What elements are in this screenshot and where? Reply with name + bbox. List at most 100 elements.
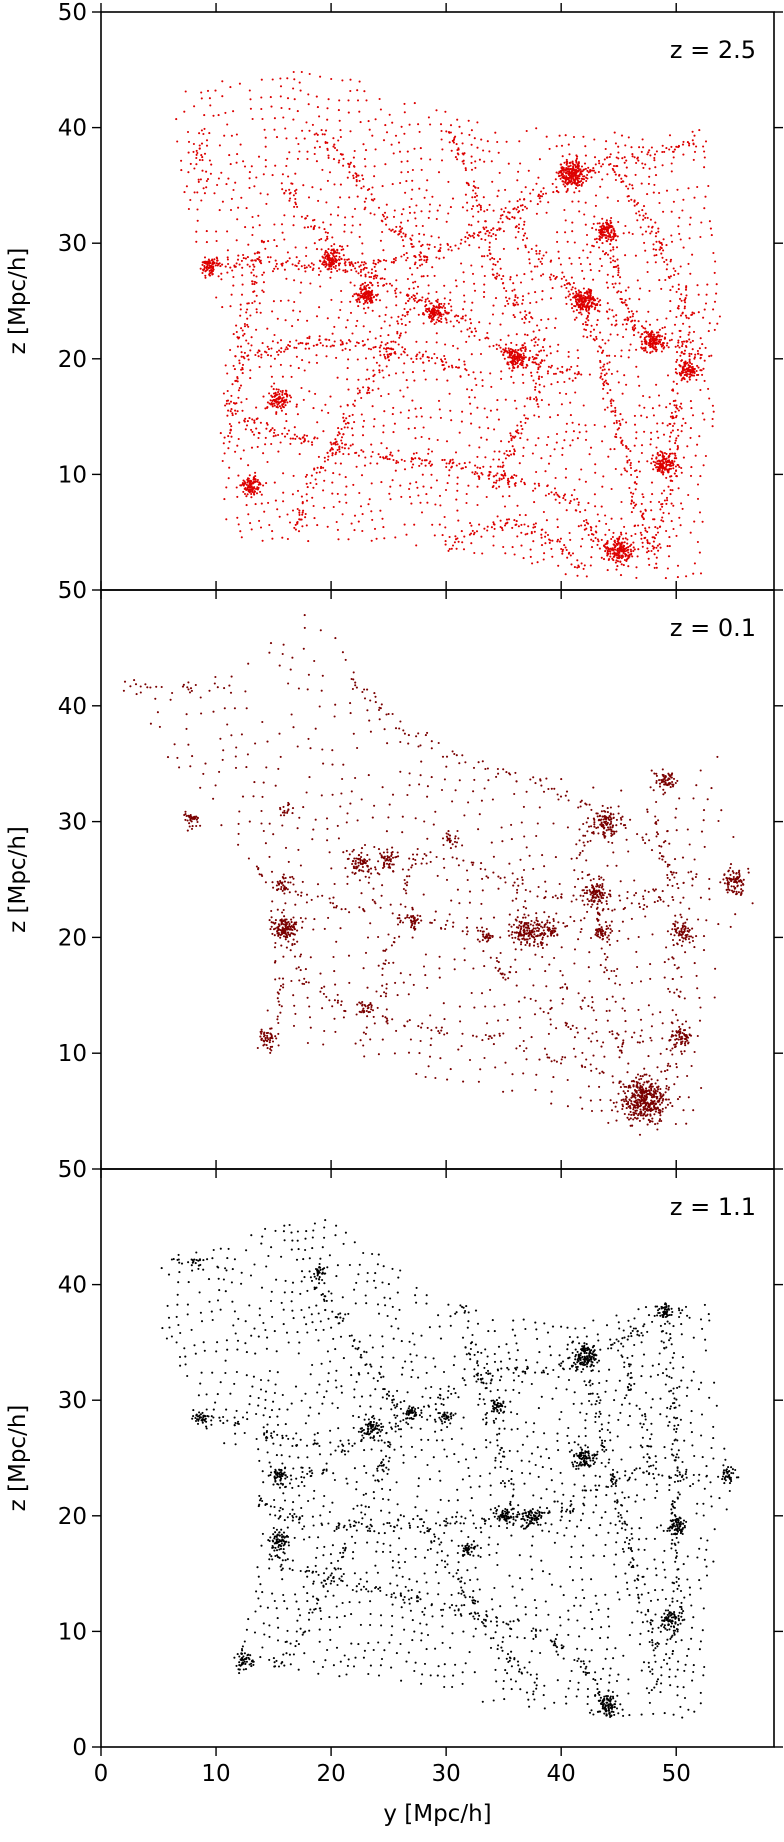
lattice-point (343, 230, 346, 233)
lattice-point (634, 173, 637, 176)
lattice-point (689, 400, 692, 403)
lattice-point (642, 394, 645, 398)
lattice-point (531, 562, 534, 565)
lattice-point (404, 331, 407, 334)
filament-point (667, 275, 670, 278)
filament-point (286, 259, 289, 263)
lattice-point (462, 280, 465, 283)
lattice-point (675, 315, 678, 319)
filament-point (611, 309, 614, 312)
lattice-point (396, 332, 399, 335)
lattice-point (582, 335, 585, 338)
lattice-point (640, 502, 643, 505)
halo-point (572, 174, 575, 177)
filament-point (600, 538, 603, 541)
lattice-point (482, 149, 485, 152)
halo-point (680, 379, 683, 382)
filament-point (254, 259, 257, 262)
lattice-point (587, 502, 590, 505)
lattice-point (253, 185, 256, 188)
lattice-point (279, 85, 283, 88)
halo-point (578, 296, 581, 299)
filament-point (201, 156, 204, 159)
halo-point (692, 370, 695, 373)
lattice-point (426, 501, 429, 504)
lattice-point (274, 499, 277, 502)
filament-point (241, 372, 244, 375)
filament-point (621, 157, 624, 160)
filament-point (288, 199, 291, 202)
filament-point (385, 347, 388, 350)
lattice-point (646, 193, 649, 196)
lattice-point (358, 491, 361, 495)
lattice-point (388, 113, 391, 116)
filament-point (601, 163, 604, 166)
lattice-point (360, 396, 363, 400)
lattice-point (623, 374, 626, 377)
halo-point (331, 257, 334, 260)
filament-point (511, 289, 514, 292)
filament-point (592, 167, 595, 170)
filament-point (329, 345, 332, 348)
lattice-point (527, 292, 530, 295)
filament-point (598, 547, 601, 550)
lattice-point (450, 419, 453, 422)
halo-point (580, 307, 583, 310)
halo-point (573, 304, 576, 308)
halo-point (326, 255, 329, 258)
lattice-point (282, 472, 285, 475)
filament-point (468, 327, 471, 330)
lattice-point (485, 226, 488, 229)
filament-point (451, 544, 455, 547)
halo-point (568, 176, 571, 179)
lattice-point (309, 282, 312, 285)
lattice-point (572, 135, 576, 139)
halo-point (654, 345, 657, 348)
lattice-point (449, 131, 452, 134)
lattice-point (282, 116, 285, 119)
filament-point (450, 149, 453, 152)
filament-point (490, 229, 493, 232)
lattice-point (406, 386, 409, 389)
filament-point (690, 313, 693, 317)
lattice-point (483, 283, 486, 286)
lattice-point (331, 332, 334, 335)
halo-point (521, 357, 525, 360)
filament-point (614, 414, 617, 417)
filament-point (355, 270, 358, 273)
lattice-point (283, 214, 286, 217)
lattice-point (289, 364, 292, 367)
lattice-point (258, 519, 261, 522)
lattice-point (701, 520, 704, 523)
filament-point (654, 221, 657, 224)
halo-point (591, 305, 594, 308)
lattice-point (550, 273, 553, 276)
filament-point (509, 434, 512, 437)
filament-point (384, 456, 387, 459)
filament-point (534, 388, 537, 391)
halo-point (334, 257, 337, 260)
lattice-point (501, 312, 504, 315)
halo-point (204, 274, 207, 277)
filament-point (303, 438, 306, 441)
filament-point (253, 252, 256, 255)
halo-point (596, 304, 599, 307)
lattice-point (293, 279, 296, 282)
lattice-point (251, 301, 254, 305)
filament-point (454, 244, 457, 247)
filament-point (629, 466, 633, 470)
lattice-point (706, 283, 709, 286)
halo-point (565, 302, 568, 305)
filament-point (688, 355, 691, 358)
lattice-point (425, 189, 428, 192)
filament-point (552, 191, 555, 194)
filament-point (539, 361, 542, 365)
lattice-point (426, 297, 429, 300)
filament-point (639, 531, 642, 534)
halo-point (324, 250, 327, 253)
filament-point (447, 248, 450, 251)
filament-point (532, 361, 535, 364)
halo-point (689, 371, 692, 374)
lattice-point (520, 523, 523, 526)
lattice-point (600, 505, 603, 508)
